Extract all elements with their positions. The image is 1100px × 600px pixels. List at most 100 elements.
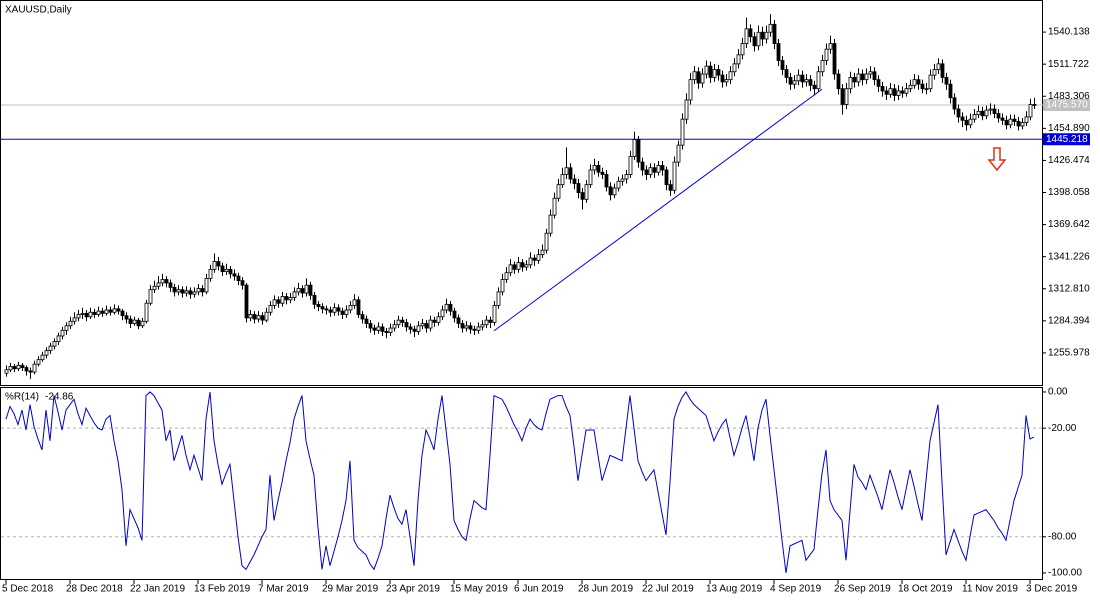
candle-body xyxy=(808,79,813,86)
candle-body xyxy=(964,119,969,126)
candle-body xyxy=(1028,104,1033,118)
candle-body xyxy=(576,183,581,193)
candle-body xyxy=(692,71,697,81)
candle-body xyxy=(172,287,177,293)
candle-body xyxy=(540,249,545,256)
x-tick-label: 13 Feb 2019 xyxy=(194,584,251,595)
candle-body xyxy=(580,192,585,200)
candle-body xyxy=(768,23,773,33)
y-tick-label: 1284.394 xyxy=(1048,315,1090,326)
x-tick-label: 4 Sep 2019 xyxy=(770,584,822,595)
candle-body xyxy=(988,108,993,111)
candle-body xyxy=(680,118,685,146)
candle-body xyxy=(304,284,309,294)
x-tick-label: 22 Jan 2019 xyxy=(130,584,185,595)
candle-body xyxy=(176,289,181,293)
candle-body xyxy=(56,335,61,343)
candle-body xyxy=(116,308,121,312)
y-tick-label: 1511.722 xyxy=(1048,59,1089,70)
candle-body xyxy=(516,262,521,270)
candle-body xyxy=(468,325,473,330)
candle-body xyxy=(96,310,101,315)
candle-body xyxy=(88,311,93,318)
x-tick-label: 3 Dec 2019 xyxy=(1026,584,1078,595)
candle-body xyxy=(336,307,341,312)
candle-body xyxy=(12,366,17,370)
candle-body xyxy=(784,69,789,78)
candle-body xyxy=(972,114,977,120)
candle-body xyxy=(960,116,965,121)
candle-body xyxy=(860,73,865,81)
candle-body xyxy=(80,312,85,315)
candle-body xyxy=(508,264,513,274)
x-tick-label: 15 May 2019 xyxy=(450,584,508,595)
candle-body xyxy=(932,69,937,76)
candle-body xyxy=(824,48,829,61)
candle-body xyxy=(728,71,733,81)
candle-body xyxy=(392,324,397,329)
candle-body xyxy=(348,305,353,311)
y-tick-label: -100.00 xyxy=(1048,568,1082,579)
candle-body xyxy=(600,171,605,175)
candle-body xyxy=(256,315,261,320)
candle-body xyxy=(704,65,709,75)
candle-body xyxy=(496,291,501,306)
candle-body xyxy=(596,165,601,173)
candle-body xyxy=(744,28,749,44)
candle-body xyxy=(452,310,457,319)
candle-body xyxy=(412,328,417,332)
candle-body xyxy=(368,323,373,329)
candle-body xyxy=(216,261,221,267)
candle-body xyxy=(844,88,849,105)
candle-body xyxy=(444,303,449,311)
candle-body xyxy=(264,311,269,321)
candle-body xyxy=(984,109,989,117)
candle-body xyxy=(520,262,525,268)
trend-line xyxy=(493,88,823,332)
candle-body xyxy=(884,90,889,95)
candle-body xyxy=(220,265,225,273)
x-tick-label: 13 Aug 2019 xyxy=(706,584,763,595)
candle-body xyxy=(188,290,193,295)
y-tick-label: 1426.474 xyxy=(1048,155,1090,166)
candle-body xyxy=(48,345,53,352)
y-tick-label: 1398.058 xyxy=(1048,187,1090,198)
y-tick-label: 0.00 xyxy=(1048,387,1068,398)
candle-body xyxy=(332,307,337,313)
candle-body xyxy=(200,288,205,293)
candle-body xyxy=(836,73,841,90)
candle-body xyxy=(480,324,485,328)
candle-body xyxy=(696,71,701,84)
candle-body xyxy=(908,84,913,90)
candle-body xyxy=(936,63,941,70)
candle-body xyxy=(360,314,365,320)
candle-body xyxy=(132,319,137,324)
candle-body xyxy=(1012,118,1017,122)
candle-body xyxy=(244,284,249,319)
candle-body xyxy=(840,88,845,105)
candle-body xyxy=(512,264,517,270)
candle-body xyxy=(952,97,957,110)
candle-body xyxy=(536,254,541,261)
x-tick-label: 22 Jul 2019 xyxy=(642,584,694,595)
candle-body xyxy=(208,268,213,279)
candle-body xyxy=(436,316,441,323)
candle-body xyxy=(440,309,445,318)
candle-body xyxy=(484,319,489,326)
candle-body xyxy=(648,167,653,175)
candle-body xyxy=(500,279,505,293)
candle-body xyxy=(1016,121,1021,127)
candle-body xyxy=(28,370,33,373)
candle-body xyxy=(224,268,229,273)
candle-body xyxy=(592,165,597,171)
candle-body xyxy=(568,167,573,180)
candle-body xyxy=(416,325,421,332)
candle-body xyxy=(544,232,549,251)
candle-body xyxy=(420,323,425,327)
candle-body xyxy=(36,359,41,365)
candle-body xyxy=(344,309,349,315)
candle-body xyxy=(892,88,897,96)
candle-body xyxy=(856,73,861,83)
candle-body xyxy=(780,60,785,70)
x-tick-label: 6 Jun 2019 xyxy=(514,584,564,595)
